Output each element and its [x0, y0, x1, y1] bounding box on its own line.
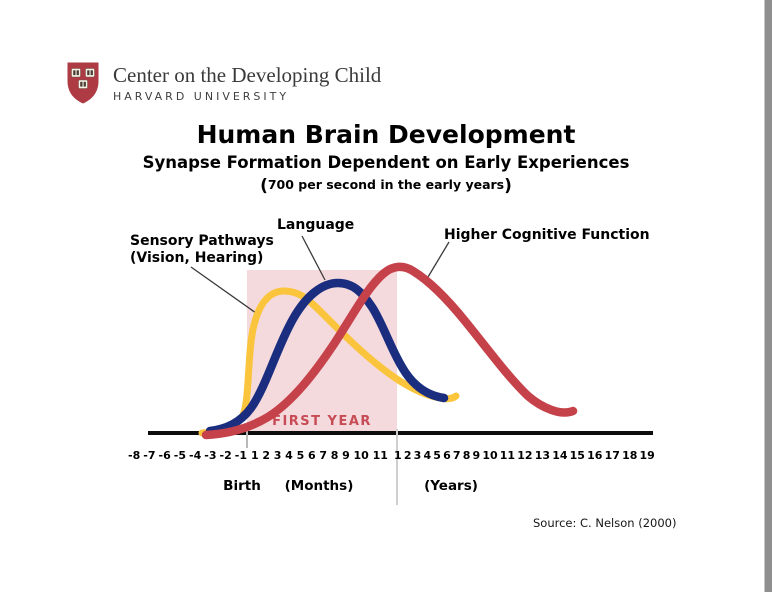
sensory-label-line1: Sensory Pathways	[130, 233, 274, 249]
axis-tick-label: 15	[569, 449, 585, 462]
axis-tick-label: 1	[251, 449, 259, 462]
note-close-paren: )	[504, 176, 512, 196]
scrollbar-track[interactable]	[764, 0, 772, 592]
shield-book-top-left	[71, 68, 81, 78]
axis-tick-label: -7	[143, 449, 156, 462]
one-year-tick-mark	[396, 429, 398, 505]
axis-tick-label: 9	[342, 449, 350, 462]
axis-tick-label: 2	[403, 449, 412, 462]
axis-tick-label: 2	[262, 449, 271, 462]
chart-subtitle: Synapse Formation Dependent on Early Exp…	[142, 153, 630, 172]
axis-tick-label: 9	[472, 449, 481, 462]
harvard-logo: Center on the Developing Child HARVARD U…	[66, 61, 381, 105]
chart-title: Human Brain Development	[196, 120, 576, 149]
source-credit: Source: C. Nelson (2000)	[533, 516, 677, 530]
axis-tick-label: 11	[499, 449, 516, 462]
axis-tick-label: 7	[452, 449, 461, 462]
axis-tick-label: 14	[552, 449, 568, 462]
logo-text: Center on the Developing Child HARVARD U…	[113, 61, 381, 103]
axis-tick-label: 4	[285, 449, 293, 462]
month-tick-labels: 1 2 3 4 5 6 7 8 9 10 11	[251, 449, 388, 462]
axis-tick-label: 18	[622, 449, 638, 462]
axis-tick-label: 5	[296, 449, 305, 462]
axis-tick-label: 3	[273, 449, 282, 462]
axis-tick-label: -5	[173, 449, 186, 462]
first-year-label: FIRST YEAR	[272, 414, 372, 429]
chart-note: (700 per second in the early years)	[0, 176, 772, 196]
axis-tick-label: 19	[639, 449, 655, 462]
axis-tick-label: 5	[433, 449, 441, 462]
cognitive-leader-line	[427, 241, 450, 278]
axis-tick-label: 6	[443, 449, 451, 462]
birth-tick-mark	[246, 429, 248, 448]
title-block: Human Brain Development Synapse Formatio…	[0, 120, 772, 196]
axis-tick-label: -4	[189, 449, 202, 462]
university-name: HARVARD UNIVERSITY	[113, 90, 290, 103]
axis-tick-label: 6	[307, 449, 316, 462]
axis-tick-label: 4	[423, 449, 432, 462]
axis-tick-label: 8	[330, 449, 339, 462]
year-tick-labels: 1 2 3 4 5 6 7 8 9 10 11 12 13 14 15 16 17 18 19	[394, 449, 655, 462]
note-text: 700 per second in the early years	[267, 177, 505, 192]
birth-caption: Birth	[223, 478, 261, 494]
note-open-paren: (	[260, 176, 268, 196]
higher-cognitive-label: Higher Cognitive Function	[444, 227, 650, 243]
sensory-pathways-label: Sensory Pathways (Vision, Hearing)	[130, 233, 274, 267]
sensory-label-line2: (Vision, Hearing)	[130, 250, 264, 266]
axis-tick-label: 13	[534, 449, 551, 462]
axis-tick-label: -2	[219, 449, 232, 462]
harvard-shield-icon	[67, 62, 99, 104]
axis-tick-label: -1	[234, 449, 247, 462]
years-caption: (Years)	[424, 478, 478, 494]
axis-tick-label: 10	[353, 449, 369, 462]
axis-tick-label: 1	[394, 449, 402, 462]
shield-book-bottom	[78, 79, 88, 89]
axis-tick-label: 16	[587, 449, 603, 462]
axis-tick-label: -8	[128, 449, 141, 462]
shield-book-top-right	[85, 68, 95, 78]
first-year-highlight: FIRST YEAR	[247, 270, 397, 434]
axis-tick-label: -6	[158, 449, 171, 462]
gestation-tick-labels: -8 -7 -6 -5 -4 -3 -2 -1	[128, 449, 247, 462]
axis-tick-label: 17	[604, 449, 620, 462]
axis-tick-label: 8	[462, 449, 471, 462]
axis-tick-label: -3	[204, 449, 217, 462]
axis-tick-label: 3	[413, 449, 422, 462]
axis-tick-label: 12	[517, 449, 533, 462]
language-label: Language	[277, 217, 355, 233]
axis-tick-label: 10	[482, 449, 498, 462]
axis-tick-label: 11	[372, 449, 388, 462]
axis-tick-label: 7	[319, 449, 327, 462]
months-caption: (Months)	[284, 478, 354, 494]
org-name: Center on the Developing Child	[113, 63, 382, 87]
x-axis-line	[148, 431, 653, 435]
